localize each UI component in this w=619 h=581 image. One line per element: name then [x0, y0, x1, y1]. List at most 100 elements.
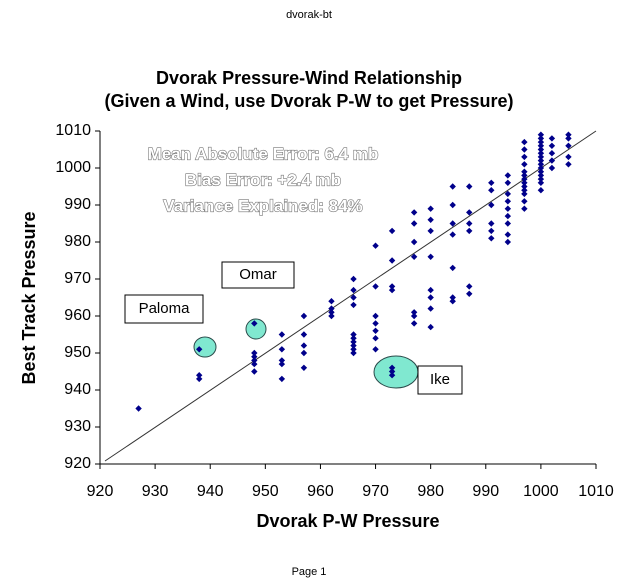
point [565, 161, 572, 168]
point [388, 368, 396, 375]
point [504, 198, 512, 205]
point [537, 131, 545, 138]
point [548, 164, 556, 172]
point [278, 375, 286, 383]
point [565, 135, 572, 142]
y-tick-label: 1010 [55, 122, 91, 139]
point [427, 294, 434, 301]
point [488, 187, 495, 194]
stat-text: Variance Explained: 84% [163, 196, 362, 215]
point [350, 294, 357, 301]
highlight-circle [193, 336, 217, 358]
point [410, 209, 418, 216]
page-header: dvorak-bt [286, 9, 332, 21]
y-tick-label: 930 [64, 418, 91, 435]
x-axis-title: Dvorak P-W Pressure [256, 511, 439, 531]
point [427, 227, 434, 235]
point [565, 142, 572, 149]
point [488, 220, 495, 227]
point [410, 220, 418, 227]
point [521, 172, 528, 179]
point [521, 161, 528, 168]
point [372, 346, 379, 353]
point [350, 342, 357, 349]
stat-text: Mean Absolute Error: 6.4 mb [148, 144, 379, 163]
point [449, 231, 456, 238]
point [135, 405, 142, 412]
point [565, 153, 572, 161]
x-tick-label: 950 [252, 483, 279, 500]
point [449, 298, 456, 305]
y-tick-label: 940 [64, 381, 91, 398]
storm-label: Paloma [139, 300, 191, 317]
point [466, 290, 473, 297]
x-tick-label: 1000 [523, 483, 559, 500]
point [449, 183, 456, 190]
chart-subtitle: (Given a Wind, use Dvorak P-W to get Pre… [105, 91, 514, 111]
point [410, 238, 418, 246]
point [521, 138, 528, 146]
point [350, 349, 357, 357]
point [488, 235, 495, 242]
point [410, 309, 418, 316]
point [196, 346, 203, 353]
point [449, 201, 456, 209]
point [300, 342, 308, 349]
point [372, 312, 379, 320]
storm-label: Ike [430, 371, 450, 388]
point [328, 312, 335, 320]
point [328, 309, 335, 316]
point [372, 320, 379, 327]
point [565, 131, 572, 138]
point [548, 157, 556, 164]
x-tick-label: 990 [472, 483, 499, 500]
point [372, 283, 379, 290]
point [388, 364, 396, 371]
y-tick-label: 960 [64, 307, 91, 324]
x-tick-label: 1010 [578, 483, 614, 500]
chart-title: Dvorak Pressure-Wind Relationship [156, 68, 462, 88]
point [504, 231, 512, 238]
point [372, 327, 379, 334]
point [504, 205, 512, 212]
point [300, 312, 308, 320]
point [537, 164, 545, 172]
point [488, 201, 495, 209]
point [504, 172, 512, 179]
x-tick-label: 980 [417, 483, 444, 500]
point [521, 175, 528, 183]
y-tick-label: 950 [64, 344, 91, 361]
y-tick-label: 990 [64, 196, 91, 213]
point [410, 312, 418, 320]
point [372, 242, 379, 249]
point [488, 179, 495, 186]
point [466, 227, 473, 235]
point [449, 220, 456, 227]
point [251, 360, 258, 368]
point [328, 305, 335, 312]
point [300, 331, 308, 338]
point [278, 360, 286, 368]
point [537, 187, 545, 194]
y-tick-label: 970 [64, 270, 91, 287]
point [278, 346, 286, 353]
point [410, 320, 418, 327]
x-tick-label: 970 [362, 483, 389, 500]
y-tick-label: 1000 [55, 159, 91, 176]
point [466, 220, 473, 227]
x-tick-label: 940 [197, 483, 224, 500]
point [537, 142, 545, 149]
point [427, 305, 434, 312]
x-tick-label: 920 [87, 483, 114, 500]
highlight-circle [373, 355, 419, 389]
point [504, 179, 512, 186]
point [466, 183, 473, 190]
point [278, 331, 286, 338]
point [537, 175, 545, 183]
point [427, 323, 434, 331]
point [196, 372, 203, 379]
point [537, 153, 545, 161]
point [251, 357, 258, 364]
